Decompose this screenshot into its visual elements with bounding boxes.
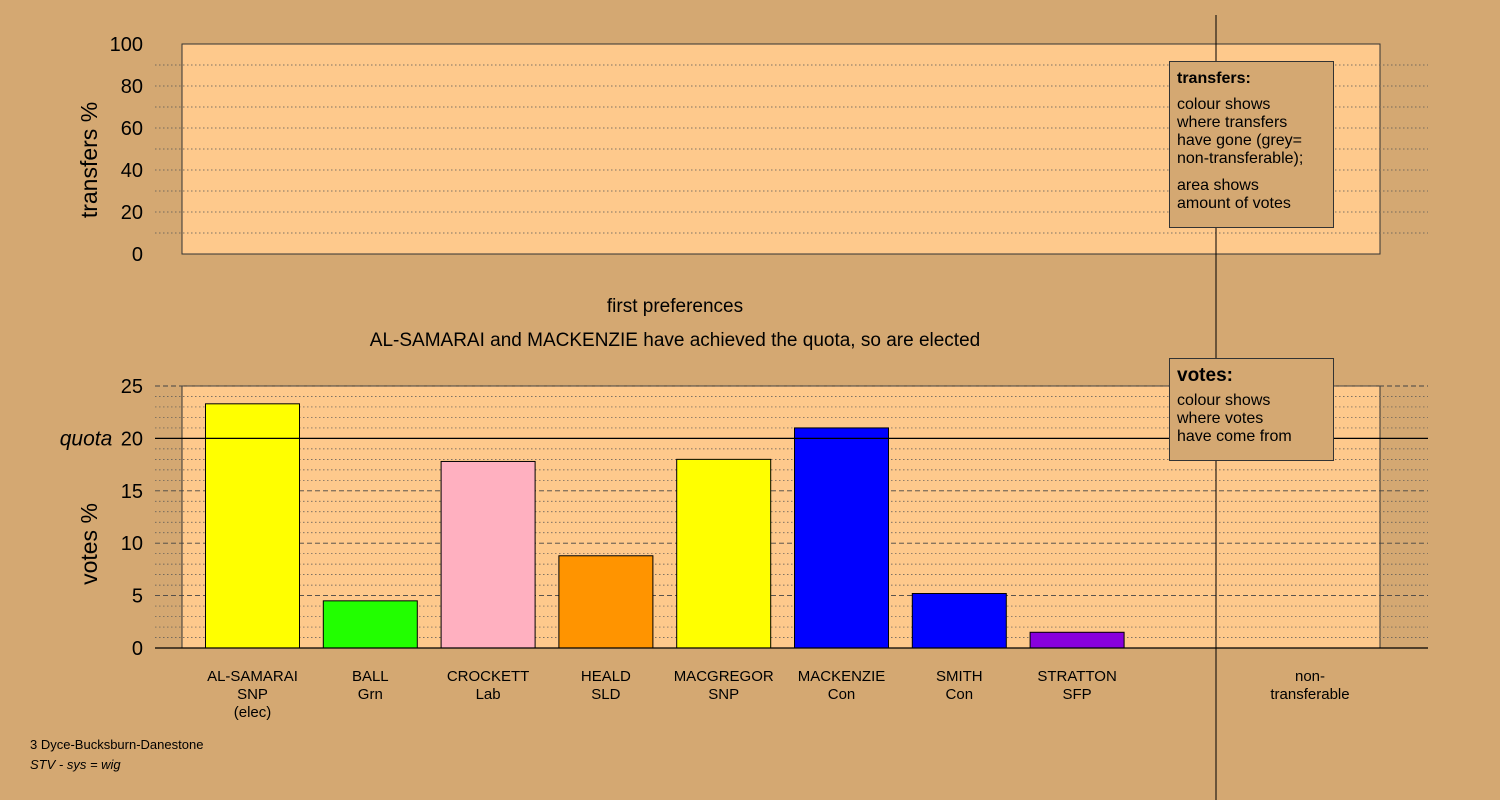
votes-y-tick-label: 20 xyxy=(121,428,143,450)
votes-y-tick-label: 10 xyxy=(121,533,143,555)
category-party-label: SNP xyxy=(237,686,268,703)
footer-constituency: 3 Dyce-Bucksburn-Danestone xyxy=(30,737,204,752)
category-name-label: HEALD xyxy=(581,668,631,685)
category-name-label: CROCKETT xyxy=(447,668,530,685)
footer-system: STV - sys = wig xyxy=(30,757,121,772)
transfers-y-tick-label: 80 xyxy=(121,76,143,98)
legend-transfers-line-0: colour shows xyxy=(1177,96,1271,113)
category-name-label: MACKENZIE xyxy=(798,668,886,685)
bar-smith xyxy=(911,593,1007,649)
bar-al-samarai xyxy=(205,403,300,649)
legend-transfers-line-1: where transfers xyxy=(1177,114,1288,131)
category-party-label: SFP xyxy=(1063,686,1092,703)
transfers-y-tick-label: 0 xyxy=(132,244,143,266)
legend-votes-title: votes: xyxy=(1177,365,1233,386)
quota-label: quota xyxy=(60,427,113,450)
category-note-label: (elec) xyxy=(234,704,272,721)
category-party-label: Con xyxy=(828,686,856,703)
category-name-label: BALL xyxy=(352,668,389,685)
bar-crockett xyxy=(440,460,536,649)
bar-stratton xyxy=(1029,631,1125,649)
votes-y-tick-label: 0 xyxy=(132,638,143,660)
category-name-label: AL-SAMARAI xyxy=(207,668,298,685)
bar-ball xyxy=(322,600,418,649)
transfers-y-tick-label: 100 xyxy=(110,34,143,56)
category-party-label: Con xyxy=(946,686,974,703)
legend-transfers-line-3: non-transferable); xyxy=(1177,150,1304,167)
chart-title: first preferences xyxy=(607,296,743,317)
bar-mackenzie xyxy=(794,427,889,649)
transfers-y-axis-label: transfers % xyxy=(76,102,102,218)
votes-y-tick-label: 5 xyxy=(132,586,143,608)
legend-transfers-title: transfers: xyxy=(1177,70,1251,87)
non-transferable-label-line2: transferable xyxy=(1270,686,1349,703)
transfers-y-tick-label: 60 xyxy=(121,118,143,140)
bar-macgregor xyxy=(676,458,772,649)
non-transferable-label-line1: non- xyxy=(1295,668,1325,685)
category-name-label: MACGREGOR xyxy=(674,668,774,685)
category-party-label: SLD xyxy=(591,686,620,703)
transfers-y-tick-label: 40 xyxy=(121,160,143,182)
category-name-label: STRATTON xyxy=(1037,668,1116,685)
category-party-label: Grn xyxy=(358,686,383,703)
votes-y-tick-label: 25 xyxy=(121,376,143,398)
legend-transfers: transfers: colour shows where transfers ha… xyxy=(1169,61,1334,228)
chart-subtitle: AL-SAMARAI and MACKENZIE have achieved t… xyxy=(370,330,980,351)
legend-votes: votes: colour shows where votes have come … xyxy=(1169,358,1334,461)
legend-transfers-line-2: have gone (grey= xyxy=(1177,132,1302,149)
legend-transfers-area-line-1: amount of votes xyxy=(1177,195,1291,212)
transfers-y-tick-label: 20 xyxy=(121,202,143,224)
legend-votes-line-0: colour shows xyxy=(1177,392,1271,409)
legend-votes-line-1: where votes xyxy=(1177,410,1264,427)
votes-y-axis-label: votes % xyxy=(76,503,102,585)
category-party-label: Lab xyxy=(476,686,501,703)
votes-y-tick-label: 15 xyxy=(121,481,143,503)
category-party-label: SNP xyxy=(708,686,739,703)
category-name-label: SMITH xyxy=(936,668,983,685)
bar-heald xyxy=(558,555,654,649)
legend-votes-line-2: have come from xyxy=(1177,428,1292,445)
legend-transfers-area-line-0: area shows xyxy=(1177,177,1259,194)
